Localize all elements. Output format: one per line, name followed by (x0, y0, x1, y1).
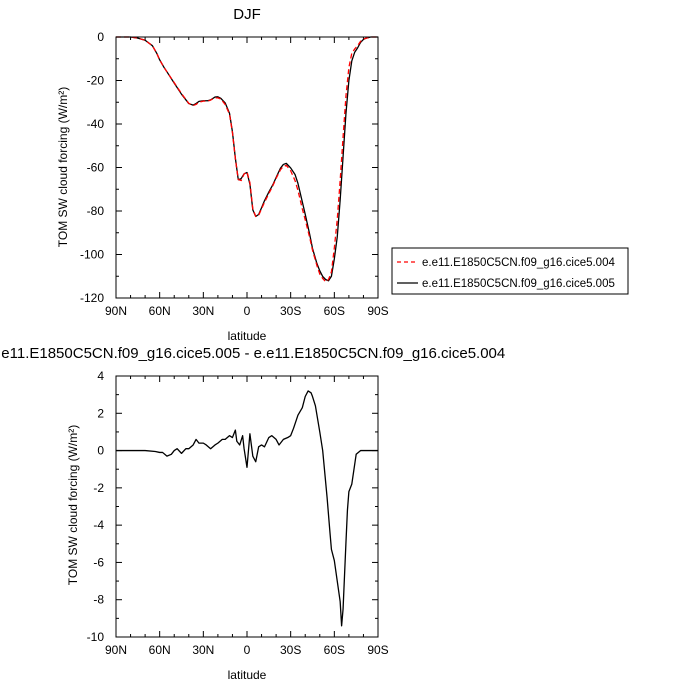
top-y-axis-label: TOM SW cloud forcing (W/m²) (56, 87, 70, 247)
legend-label-005: e.e11.E1850C5CN.f09_g16.cice5.005 (422, 278, 615, 290)
top-ytick-label: -40 (87, 117, 105, 131)
bottom-xtick-label: 60S (324, 643, 345, 657)
bottom-ytick-label: 0 (97, 444, 104, 458)
bottom-xtick-label: 0 (244, 643, 251, 657)
bottom-plot-frame (115, 375, 379, 638)
bottom-series-lines (116, 390, 378, 627)
top-plot-frame (115, 36, 379, 299)
top-x-axis-label: latitude (228, 329, 267, 343)
top-ticks: 90N 60N 30N 0 30S 60S 90S 0 -20 -40 -60 -80 -100 -120 (80, 30, 389, 318)
bottom-xtick-label: 30N (192, 643, 214, 657)
bottom-series-line-0 (116, 390, 378, 627)
bottom-ytick-label: -8 (93, 593, 104, 607)
bottom-chart-title: e.e11.E1850C5CN.f09_g16.cice5.005 - e.e1… (0, 345, 505, 362)
bottom-ytick-label: 4 (97, 369, 104, 383)
bottom-ytick-label: -10 (87, 630, 105, 644)
bottom-xtick-label: 30S (280, 643, 301, 657)
bottom-ticks: 90N 60N 30N 0 30S 60S 90S 4 2 0 -2 -4 -6 -8 -10 (87, 369, 389, 657)
top-xtick-label: 30S (280, 304, 301, 318)
top-ytick-label: -60 (87, 161, 105, 175)
top-xtick-label: 60N (149, 304, 171, 318)
top-series-line-0 (116, 36, 378, 283)
bottom-xtick-label: 90N (105, 643, 127, 657)
legend-box (391, 247, 629, 295)
legend: e.e11.E1850C5CN.f09_g16.cice5.004 e.e11.… (391, 247, 629, 295)
top-xtick-label: 90N (105, 304, 127, 318)
top-ytick-label: 0 (97, 30, 104, 44)
top-ytick-label: -100 (80, 248, 104, 262)
legend-label-004: e.e11.E1850C5CN.f09_g16.cice5.004 (422, 257, 615, 269)
top-ytick-label: -80 (87, 204, 105, 218)
top-chart-title: DJF (233, 6, 261, 23)
bottom-x-axis-label: latitude (228, 668, 267, 682)
top-series-line-1 (116, 36, 378, 282)
bottom-ytick-label: -2 (93, 481, 104, 495)
top-xtick-label: 90S (367, 304, 388, 318)
top-xtick-label: 30N (192, 304, 214, 318)
bottom-ytick-label: -4 (93, 518, 104, 532)
bottom-ytick-label: 2 (97, 406, 104, 420)
top-series-lines (116, 36, 378, 283)
bottom-y-axis-label: TOM SW cloud forcing (W/m²) (66, 425, 80, 585)
top-ytick-label: -120 (80, 291, 104, 305)
top-xtick-label: 0 (244, 304, 251, 318)
top-panel: DJF latitude TOM SW cloud forcing (W/m²)… (56, 6, 389, 343)
top-ytick-label: -20 (87, 74, 105, 88)
bottom-xtick-label: 90S (367, 643, 388, 657)
bottom-ytick-label: -6 (93, 555, 104, 569)
bottom-xtick-label: 60N (149, 643, 171, 657)
bottom-panel: e.e11.E1850C5CN.f09_g16.cice5.005 - e.e1… (0, 345, 505, 682)
top-xtick-label: 60S (324, 304, 345, 318)
